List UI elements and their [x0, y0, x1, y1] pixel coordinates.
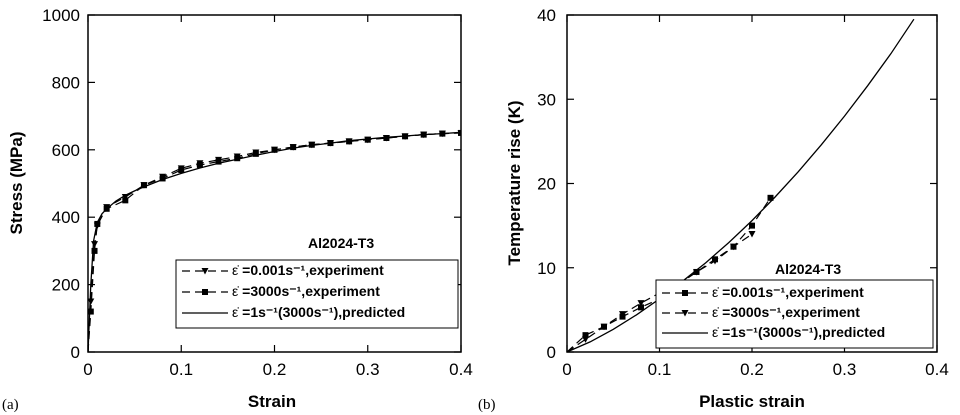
chart-title-b: Al2024-T3 — [775, 261, 841, 277]
legend-b: ε̇ =0.001s⁻¹,experiment ε̇ =3000s⁻¹,exper… — [655, 279, 934, 349]
legend-marker-2 — [202, 289, 208, 295]
x-tick-label: 0.4 — [925, 360, 949, 379]
y-tick-label: 40 — [537, 6, 556, 25]
y-tick-label: 0 — [71, 343, 80, 362]
legend-label-3: ε̇ =1s⁻¹(3000s⁻¹),predicted — [712, 324, 885, 340]
legend-a: ε̇ =0.001s⁻¹,experiment ε̇ =3000s⁻¹,exper… — [175, 259, 459, 329]
panel-label-a: (a) — [2, 397, 19, 413]
data-point — [693, 268, 700, 276]
series-line-3 — [88, 131, 461, 352]
legend-marker-2 — [681, 310, 689, 317]
data-point — [383, 135, 390, 142]
x-tick-label: 0.4 — [449, 360, 473, 379]
x-tick-label: 0.1 — [648, 360, 672, 379]
y-tick-label: 1000 — [42, 6, 80, 25]
data-point — [749, 222, 755, 229]
data-point — [290, 144, 297, 151]
y-tick-label: 400 — [52, 208, 80, 227]
x-tick-label: 0 — [83, 360, 92, 379]
data-point — [196, 161, 203, 168]
y-axis-label-b: Temperature rise (K) — [505, 100, 524, 265]
y-tick-label: 600 — [52, 141, 80, 160]
y-tick-label: 20 — [537, 175, 556, 194]
chart-title-a: Al2024-T3 — [308, 235, 374, 251]
x-axis-label-b: Plastic strain — [699, 392, 805, 411]
chart-b: 0 0.1 0.2 0.3 0.4 0 10 20 30 40 Plastic strain Te… — [478, 6, 949, 413]
legend-label-1: ε̇ =0.001s⁻¹,experiment — [232, 262, 384, 278]
legend-label-2: ε̇ =3000s⁻¹,experiment — [712, 304, 860, 320]
data-point — [730, 243, 737, 251]
data-point — [767, 194, 774, 201]
x-tick-label: 0 — [562, 360, 571, 379]
legend-box-b — [655, 279, 934, 349]
data-point — [582, 336, 589, 343]
data-point — [638, 304, 644, 311]
legend-marker-1 — [201, 268, 209, 275]
chart-a: 0 0.1 0.2 0.3 0.4 0 200 400 600 800 1000 Strain St… — [2, 6, 473, 413]
series-line-3 — [567, 18, 915, 352]
legend-label-1: ε̇ =0.001s⁻¹,experiment — [712, 284, 864, 300]
data-point — [91, 241, 99, 248]
ticks-a: 0 0.1 0.2 0.3 0.4 0 200 400 600 800 1000 — [42, 6, 473, 379]
x-tick-label: 0.3 — [833, 360, 857, 379]
data-point — [215, 158, 222, 165]
legend-marker-1 — [682, 290, 688, 296]
data-point — [252, 150, 259, 157]
data-point — [121, 193, 129, 201]
ticks-b: 0 0.1 0.2 0.3 0.4 0 10 20 30 40 — [537, 6, 949, 379]
panel-label-b: (b) — [478, 397, 496, 413]
data-point — [308, 141, 315, 148]
y-tick-label: 200 — [52, 276, 80, 295]
data-point — [637, 300, 645, 307]
data-point — [711, 258, 719, 265]
data-point — [88, 308, 94, 315]
x-axis-label-a: Strain — [248, 392, 296, 411]
data-point — [159, 175, 166, 182]
data-point — [619, 311, 626, 318]
y-tick-label: 800 — [52, 73, 80, 92]
data-point — [582, 332, 589, 339]
y-tick-label: 10 — [537, 259, 556, 278]
data-point — [122, 197, 129, 204]
y-axis-label-a: Stress (MPa) — [7, 132, 26, 235]
legend-label-3: ε̇ =1s⁻¹(3000s⁻¹),predicted — [232, 304, 405, 320]
data-point — [178, 167, 185, 174]
data-point — [364, 136, 371, 143]
data-point — [271, 146, 278, 153]
y-tick-label: 0 — [547, 343, 556, 362]
data-point — [600, 323, 608, 331]
y-tick-label: 30 — [537, 90, 556, 109]
data-point — [748, 231, 756, 238]
series-a — [88, 129, 461, 352]
x-tick-label: 0.2 — [740, 360, 764, 379]
x-tick-label: 0.1 — [169, 360, 193, 379]
x-tick-label: 0.2 — [263, 360, 287, 379]
data-point — [140, 182, 147, 189]
data-point — [91, 247, 98, 254]
data-point — [346, 138, 353, 145]
legend-label-2: ε̇ =3000s⁻¹,experiment — [232, 283, 380, 299]
data-point — [234, 155, 241, 162]
x-tick-label: 0.3 — [356, 360, 380, 379]
